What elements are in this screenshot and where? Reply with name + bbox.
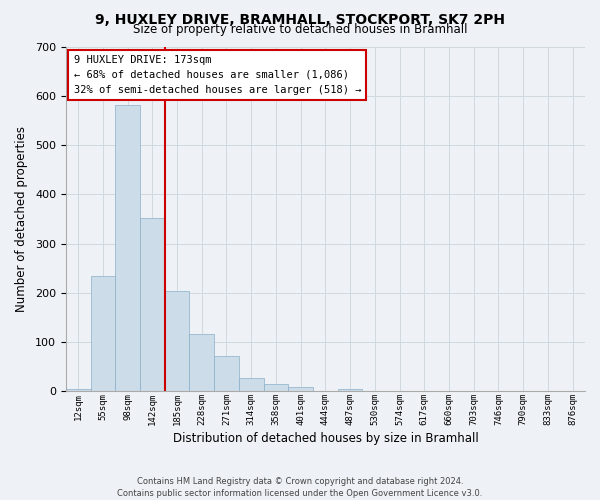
Bar (66, 389, 91, 392)
Text: 9, HUXLEY DRIVE, BRAMHALL, STOCKPORT, SK7 2PH: 9, HUXLEY DRIVE, BRAMHALL, STOCKPORT, SK… (95, 12, 505, 26)
X-axis label: Distribution of detached houses by size in Bramhall: Distribution of detached houses by size … (173, 432, 478, 445)
Bar (140, 218, 164, 392)
Text: 9 HUXLEY DRIVE: 173sqm
← 68% of detached houses are smaller (1,086)
32% of semi-: 9 HUXLEY DRIVE: 173sqm ← 68% of detached… (74, 55, 361, 94)
Bar (263, 384, 289, 392)
Text: Contains HM Land Registry data © Crown copyright and database right 2024.
Contai: Contains HM Land Registry data © Crown c… (118, 476, 482, 498)
Bar (338, 390, 362, 392)
Bar (115, 105, 140, 392)
Bar (289, 388, 313, 392)
Bar (164, 292, 190, 392)
Y-axis label: Number of detached properties: Number of detached properties (15, 126, 28, 312)
Bar (91, 276, 115, 392)
Bar (214, 356, 239, 392)
Bar (239, 378, 263, 392)
Bar (190, 334, 214, 392)
Text: Size of property relative to detached houses in Bramhall: Size of property relative to detached ho… (133, 22, 467, 36)
